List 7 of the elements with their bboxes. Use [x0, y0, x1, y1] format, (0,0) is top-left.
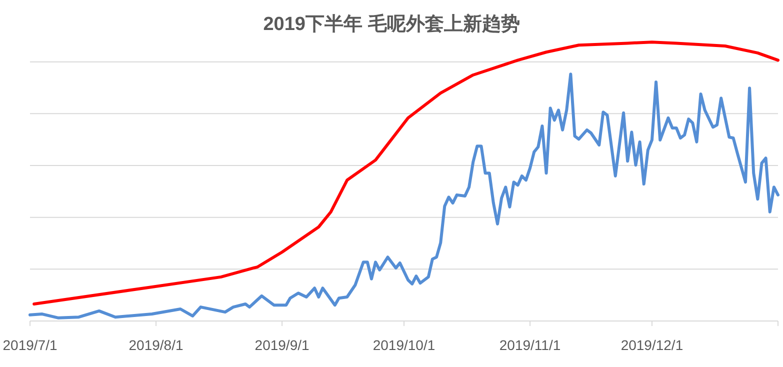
chart-title: 2019下半年 毛呢外套上新趋势 — [263, 13, 520, 35]
x-tick-label: 2019/7/1 — [2, 337, 58, 353]
x-tick-label: 2019/10/1 — [372, 337, 436, 353]
x-tick-label: 2019/8/1 — [128, 337, 184, 353]
x-tick-label: 2019/9/1 — [254, 337, 310, 353]
x-tick-label: 2019/11/1 — [499, 337, 561, 353]
x-tick-label: 2019/12/1 — [620, 337, 684, 353]
